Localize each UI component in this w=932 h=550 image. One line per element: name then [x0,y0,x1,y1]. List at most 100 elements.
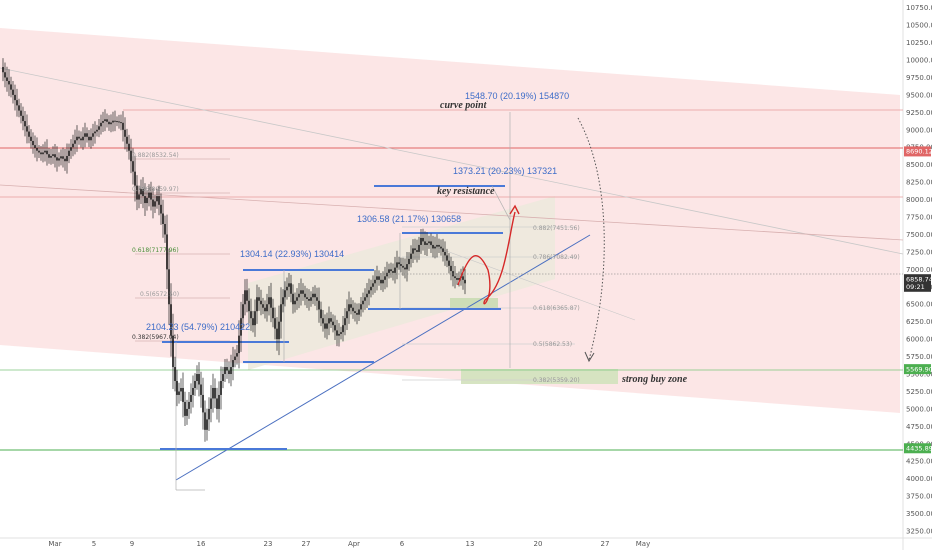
y-tick-label: 4000.00 [906,475,932,483]
candle-body [94,131,96,134]
x-tick-label: 27 [302,540,311,548]
candle-body [226,367,228,371]
candle-body [276,328,278,340]
candle-body [434,246,436,249]
candle-body [260,300,262,305]
measure-label-3: 1306.58 (21.17%) 130658 [357,214,461,224]
candle-body [280,304,282,322]
candle-body [272,307,274,319]
candle-body [390,269,392,272]
candle-body [144,196,146,204]
candle-body [24,121,26,127]
candle-body [274,318,276,329]
y-tick-label: 9750.00 [906,74,932,82]
y-tick-label: 6500.00 [906,301,932,309]
candle-body [102,121,104,123]
candle-body [40,152,42,155]
candle-body [410,253,412,259]
candle-body [134,171,136,186]
candle-body [182,387,184,402]
x-tick-label: 16 [197,540,206,548]
candle-body [424,241,426,245]
candle-body [42,152,44,155]
candle-body [364,297,366,301]
x-tick-label: 5 [92,540,96,548]
y-tick-label: 8500.00 [906,161,932,169]
candle-body [298,293,300,298]
candle-body [322,318,324,324]
candle-body [44,150,46,153]
candle-body [398,262,400,265]
candle-body [310,297,312,301]
candle-body [60,156,62,159]
y-tick-label: 5750.00 [906,353,932,361]
y-tick-label: 4250.00 [906,458,932,466]
x-tick-label: 9 [130,540,134,548]
candle-body [164,223,166,235]
candle-body [266,304,268,312]
candle-body [264,307,266,312]
candle-body [194,380,196,388]
candle-body [444,251,446,256]
candle-body [26,126,28,132]
price-axis[interactable]: 3250.003500.003750.004000.004250.004500.… [906,4,932,535]
candle-body [314,293,316,298]
candle-body [184,401,186,416]
candle-body [234,356,236,361]
candle-body [58,158,60,161]
candle-body [346,311,348,319]
candle-body [428,241,430,244]
candle-body [20,110,22,116]
candle-body [154,201,156,207]
fib-label-left-1: 0.882(8532.54) [132,152,179,159]
candle-body [32,140,34,146]
candle-body [106,119,108,122]
fib-label-right-5: 0.382(5359.20) [533,377,580,384]
candle-body [430,241,432,245]
candle-body [174,367,176,381]
y-tick-label: 5250.00 [906,388,932,396]
candle-body [320,309,322,319]
price-tag-label: 6858.74 [906,276,932,284]
candle-body [400,264,402,266]
candle-body [464,279,466,284]
fib-label-right-2: 0.786(7082.49) [533,254,580,261]
candle-body [178,391,180,395]
candle-body [334,325,336,331]
candle-body [130,150,132,162]
candle-body [202,394,204,413]
measure-label-4: 1304.14 (22.93%) 130414 [240,249,344,259]
x-tick-label: 20 [534,540,543,548]
candle-body [354,311,356,313]
candle-body [376,276,378,280]
candle-body [348,304,350,312]
fib-label-right-1: 0.882(7451.56) [533,225,580,232]
candle-body [88,136,90,141]
candle-body [30,136,32,141]
x-tick-label: Mar [48,540,61,548]
x-tick-label: Apr [348,540,360,548]
candle-body [308,299,310,301]
projection-line [429,244,636,321]
annotation-strong-buy-zone: strong buy zone [621,374,688,385]
candle-body [10,84,12,90]
fib-label-right-4: 0.5(5862.53) [533,341,572,348]
candle-body [46,150,48,155]
candle-body [152,199,154,207]
candle-body [206,419,208,430]
candle-body [216,398,218,409]
candle-body [108,121,110,125]
y-tick-label: 7250.00 [906,248,932,256]
candles [2,58,466,442]
candle-body [336,330,338,336]
candle-body [292,293,294,305]
fib-label-left-3: 0.618(7177.96) [132,247,179,254]
candle-body [420,237,422,245]
time-axis[interactable]: Mar 5 9 16 23 27 Apr 6 13 20 27 May [48,540,650,548]
candle-body [76,136,78,141]
candle-body [418,244,420,252]
candle-body [248,300,250,312]
y-tick-label: 3250.00 [906,528,932,536]
